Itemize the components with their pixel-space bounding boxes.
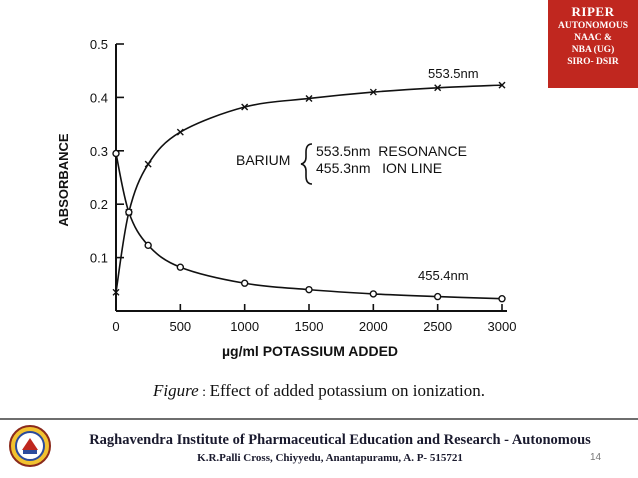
x-tick-label: 0 (112, 319, 119, 334)
data-point-x (305, 94, 313, 102)
page-number: 14 (590, 452, 602, 463)
y-tick-label: 0.5 (90, 37, 108, 52)
absorbance-chart: 0.1 0.2 0.3 0.4 0.5 0 500 1000 1500 2000 2500 3000… (50, 30, 540, 370)
data-point-o (369, 290, 378, 298)
y-tick-label: 0.1 (90, 251, 108, 266)
data-point-x (112, 288, 120, 296)
x-tick-label: 500 (169, 319, 191, 334)
x-tick-label: 1000 (230, 319, 259, 334)
data-point-x (241, 103, 249, 111)
y-tick-label: 0.3 (90, 144, 108, 159)
data-point-o (240, 279, 249, 287)
data-point-x (498, 81, 506, 89)
series-layer (112, 81, 506, 303)
data-point-x (369, 88, 377, 96)
caption-separator: : (198, 385, 210, 400)
data-point-x (176, 128, 184, 136)
annotation-element: BARIUM (236, 152, 290, 168)
badge-line-siro: SIRO- DSIR (567, 57, 619, 67)
x-tick-label: 1500 (295, 319, 324, 334)
series-label-553: 553.5nm (428, 66, 479, 81)
y-tick-group: 0.1 0.2 0.3 0.4 0.5 (90, 37, 124, 266)
data-point-x (434, 84, 442, 92)
y-tick-label: 0.2 (90, 197, 108, 212)
badge-title: RIPER (571, 4, 615, 19)
data-point-o (144, 241, 152, 250)
badge-line-naac: NAAC & (574, 33, 612, 43)
y-tick-label: 0.4 (90, 90, 108, 105)
accreditation-badge: RIPER AUTONOMOUS NAAC & NBA (UG) SIRO- D… (548, 0, 638, 88)
data-point-o (112, 149, 120, 158)
data-point-o (498, 295, 506, 303)
figure-caption: Figure : Effect of added potassium on io… (0, 381, 638, 401)
series-line-0 (115, 84, 503, 293)
x-tick-label: 3000 (488, 319, 517, 334)
institute-address: K.R.Palli Cross, Chiyyedu, Anantapuramu,… (197, 452, 463, 464)
data-point-o (305, 285, 313, 294)
institute-logo (9, 425, 51, 467)
x-tick-label: 2000 (359, 319, 388, 334)
badge-line-nba: NBA (UG) (571, 45, 615, 55)
data-point-o (125, 208, 133, 216)
data-point-o (176, 263, 185, 271)
y-axis-label: ABSORBANCE (56, 133, 71, 227)
annotation-line2: 455.3nm ION LINE (316, 160, 442, 176)
annotation-brace (300, 143, 313, 185)
x-tick-group: 0 500 1000 1500 2000 2500 3000 (112, 304, 516, 334)
figure-label: Figure (153, 381, 199, 400)
data-point-o (433, 292, 442, 301)
badge-line-autonomous: AUTONOMOUS (557, 21, 629, 31)
caption-text: Effect of added potassium on ionization. (209, 381, 485, 400)
annotation-line1: 553.5nm RESONANCE (316, 143, 467, 159)
x-axis-label: µg/ml POTASSIUM ADDED (222, 343, 398, 359)
series-label-455: 455.4nm (418, 268, 469, 283)
institute-name: Raghavendra Institute of Pharmaceutical … (89, 432, 591, 448)
x-tick-label: 2500 (423, 319, 452, 334)
chart-svg: 0.1 0.2 0.3 0.4 0.5 0 500 1000 1500 2000 2500 3000… (56, 37, 516, 359)
data-point-x (144, 160, 152, 168)
footer-divider (0, 418, 638, 420)
